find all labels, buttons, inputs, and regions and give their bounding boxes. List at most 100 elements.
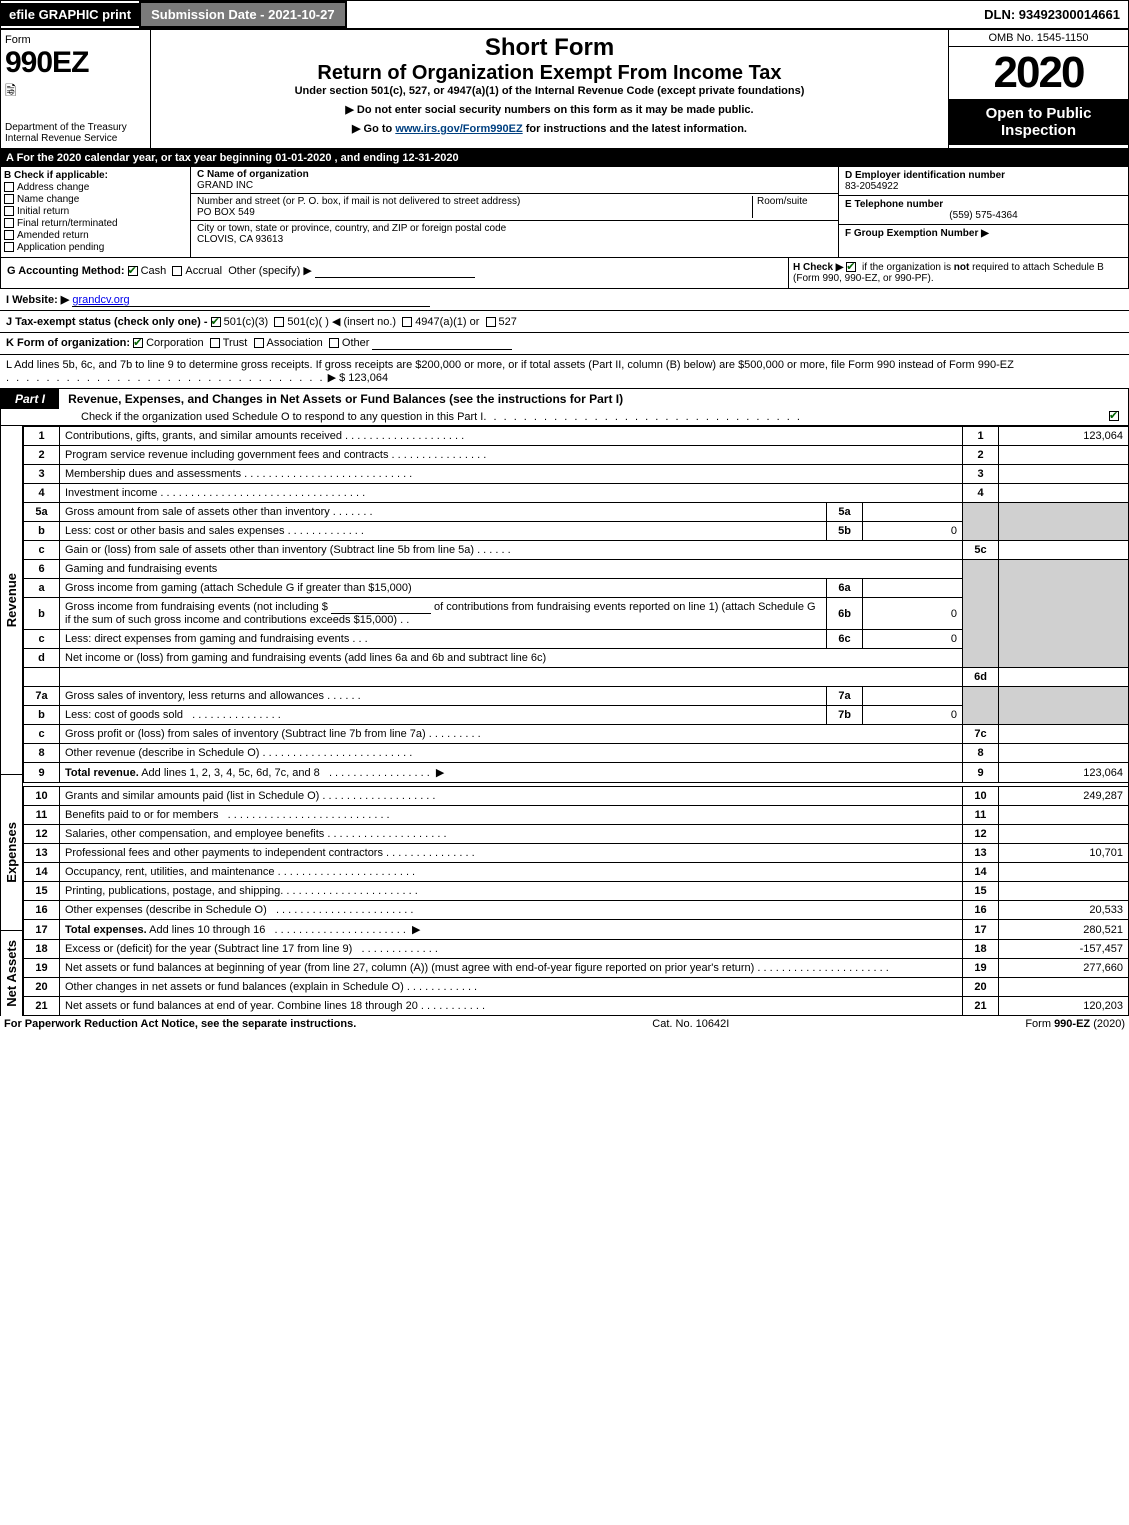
part1-header-row: Part I Revenue, Expenses, and Changes in… xyxy=(0,389,1129,426)
section-c: C Name of organization GRAND INC Number … xyxy=(191,167,838,257)
vlabel-netassets: Net Assets xyxy=(4,940,19,1007)
org-name: GRAND INC xyxy=(197,180,253,191)
section-b-label: B Check if applicable: xyxy=(4,170,187,181)
chk-application-pending[interactable]: Application pending xyxy=(4,242,187,253)
chk-final-return[interactable]: Final return/terminated xyxy=(4,218,187,229)
chk-501c[interactable] xyxy=(274,317,284,327)
line-6: 6 Gaming and fundraising events xyxy=(24,560,1129,579)
section-def: D Employer identification number 83-2054… xyxy=(838,167,1128,257)
page-footer: For Paperwork Reduction Act Notice, see … xyxy=(0,1016,1129,1032)
line-13: 13 Professional fees and other payments … xyxy=(24,844,1129,863)
chk-application-pending-label: Application pending xyxy=(17,242,104,253)
line-1-no: 1 xyxy=(24,427,60,446)
chk-name-change-label: Name change xyxy=(17,194,79,205)
section-j: J Tax-exempt status (check only one) - 5… xyxy=(0,311,1129,333)
chk-schedule-b[interactable] xyxy=(846,262,856,272)
accrual-label: Accrual xyxy=(185,265,222,277)
chk-initial-return[interactable]: Initial return xyxy=(4,206,187,217)
period-bar: A For the 2020 calendar year, or tax yea… xyxy=(0,149,1129,167)
chk-amended-return-label: Amended return xyxy=(17,230,89,241)
g-label: G Accounting Method: xyxy=(7,265,125,277)
irs-link[interactable]: www.irs.gov/Form990EZ xyxy=(395,123,522,135)
chk-501c3[interactable] xyxy=(211,317,221,327)
chk-final-return-label: Final return/terminated xyxy=(17,218,118,229)
line-21: 21 Net assets or fund balances at end of… xyxy=(24,997,1129,1016)
org-street: PO BOX 549 xyxy=(197,207,255,218)
accounting-other-input[interactable] xyxy=(315,265,475,278)
vlabel-expenses: Expenses xyxy=(4,822,19,883)
return-title: Return of Organization Exempt From Incom… xyxy=(155,62,944,85)
part1-label: Part I xyxy=(1,389,59,409)
line-1-boxno: 1 xyxy=(963,427,999,446)
section-l: L Add lines 5b, 6c, and 7b to line 9 to … xyxy=(0,355,1129,389)
line-5a: 5a Gross amount from sale of assets othe… xyxy=(24,503,1129,522)
line-1: 1 Contributions, gifts, grants, and simi… xyxy=(24,427,1129,446)
line-19: 19 Net assets or fund balances at beginn… xyxy=(24,959,1129,978)
chk-accrual[interactable] xyxy=(172,266,182,276)
no-ssn-note: ▶ Do not enter social security numbers o… xyxy=(155,103,944,116)
chk-amended-return[interactable]: Amended return xyxy=(4,230,187,241)
chk-address-change[interactable]: Address change xyxy=(4,182,187,193)
chk-address-change-label: Address change xyxy=(17,182,89,193)
d-label: D Employer identification number xyxy=(845,170,1005,181)
line-1-amt: 123,064 xyxy=(999,427,1129,446)
f-label: F Group Exemption Number ▶ xyxy=(845,228,989,239)
lines-table: 1 Contributions, gifts, grants, and simi… xyxy=(23,426,1129,1016)
l-dots xyxy=(6,372,325,384)
submission-date: Submission Date - 2021-10-27 xyxy=(139,1,347,28)
line-12: 12 Salaries, other compensation, and emp… xyxy=(24,825,1129,844)
section-k: K Form of organization: Corporation Trus… xyxy=(0,333,1129,355)
chk-4947[interactable] xyxy=(402,317,412,327)
form-label: Form xyxy=(5,34,146,46)
e-label: E Telephone number xyxy=(845,199,943,210)
line-11: 11 Benefits paid to or for members . . .… xyxy=(24,806,1129,825)
footer-left: For Paperwork Reduction Act Notice, see … xyxy=(4,1018,356,1030)
website-link[interactable]: grandcv.org xyxy=(72,294,429,307)
k-corp: Corporation xyxy=(146,337,203,349)
section-b: B Check if applicable: Address change Na… xyxy=(1,167,191,257)
j-opt4: 527 xyxy=(499,316,517,328)
room-label: Room/suite xyxy=(757,196,808,207)
line-1-desc: Contributions, gifts, grants, and simila… xyxy=(65,430,342,442)
chk-other-org[interactable] xyxy=(329,338,339,348)
section-i: I Website: ▶ grandcv.org xyxy=(0,289,1129,311)
part1-body: Revenue Expenses Net Assets 1 Contributi… xyxy=(0,426,1129,1016)
h-label: H Check ▶ xyxy=(793,262,843,273)
header-left: Form 990EZ 🗟 Department of the Treasury … xyxy=(1,30,151,148)
chk-corp[interactable] xyxy=(133,338,143,348)
footer-right: Form 990-EZ (2020) xyxy=(1025,1018,1125,1030)
form-number: 990EZ xyxy=(5,46,146,80)
fundraising-contrib-input[interactable] xyxy=(331,601,431,614)
k-other-input[interactable] xyxy=(372,337,512,350)
header-center: Short Form Return of Organization Exempt… xyxy=(151,30,948,148)
chk-name-change[interactable]: Name change xyxy=(4,194,187,205)
phone-value: (559) 575-4364 xyxy=(845,210,1122,221)
k-assoc: Association xyxy=(267,337,323,349)
k-other: Other xyxy=(342,337,370,349)
other-label: Other (specify) ▶ xyxy=(228,265,312,277)
dln-label: DLN: 93492300014661 xyxy=(976,3,1128,26)
vlabel-revenue: Revenue xyxy=(4,573,19,627)
form-header: Form 990EZ 🗟 Department of the Treasury … xyxy=(0,29,1129,149)
subtitle: Under section 501(c), 527, or 4947(a)(1)… xyxy=(155,85,944,97)
addr-label: Number and street (or P. O. box, if mail… xyxy=(197,196,520,207)
l-text: L Add lines 5b, 6c, and 7b to line 9 to … xyxy=(6,359,1014,371)
city-label: City or town, state or province, country… xyxy=(197,223,506,234)
k-trust: Trust xyxy=(223,337,248,349)
tax-year: 2020 xyxy=(949,47,1128,99)
cash-label: Cash xyxy=(141,265,167,277)
line-15: 15 Printing, publications, postage, and … xyxy=(24,882,1129,901)
chk-527[interactable] xyxy=(486,317,496,327)
gh-row: G Accounting Method: Cash Accrual Other … xyxy=(0,258,1129,289)
chk-schedule-o-part1[interactable] xyxy=(1109,411,1119,421)
chk-cash[interactable] xyxy=(128,266,138,276)
line-3: 3 Membership dues and assessments . . . … xyxy=(24,465,1129,484)
j-opt1: 501(c)(3) xyxy=(224,316,269,328)
j-label: J Tax-exempt status (check only one) - xyxy=(6,316,208,328)
goto-link-line: ▶ Go to www.irs.gov/Form990EZ for instru… xyxy=(155,122,944,135)
chk-trust[interactable] xyxy=(210,338,220,348)
irs-label: Internal Revenue Service xyxy=(5,133,146,144)
j-opt3: 4947(a)(1) or xyxy=(415,316,479,328)
part1-check-note: Check if the organization used Schedule … xyxy=(81,411,483,423)
chk-assoc[interactable] xyxy=(254,338,264,348)
